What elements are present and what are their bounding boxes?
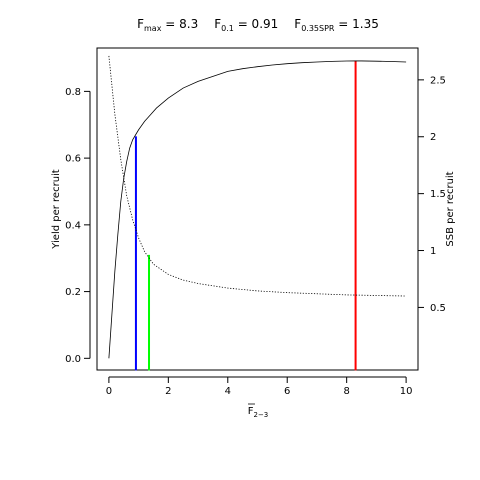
x-axis-label-main: F — [248, 406, 254, 417]
yield-per-recruit-line — [108, 60, 407, 359]
x-axis: 0 2 4 6 8 10 — [106, 376, 413, 397]
y-left-tick-label: 0.2 — [65, 287, 81, 298]
x-tick-label: 4 — [225, 386, 231, 397]
y-right-tick-label: 2.5 — [430, 75, 446, 86]
x-axis-label: F2−3 — [248, 406, 269, 419]
title-fspr-sub: 0.35SPR — [301, 24, 335, 33]
y-axis-left: 0.0 0.2 0.4 0.6 0.8 — [65, 87, 91, 365]
y-left-tick-label: 0.0 — [65, 354, 81, 365]
x-tick-label: 10 — [400, 386, 413, 397]
title-f01-value: = 0.91 — [234, 17, 278, 31]
x-axis-label-sub: 2−3 — [253, 411, 268, 419]
title-fmax-value: = 8.3 — [161, 17, 198, 31]
title-fmax-main: F — [137, 17, 144, 31]
plot-frame — [96, 47, 419, 371]
x-tick-label: 0 — [106, 386, 112, 397]
title-fspr-value: = 1.35 — [334, 17, 378, 31]
title-fmax-sub: max — [144, 24, 162, 33]
y-axis-right-label: SSB per recruit — [445, 171, 456, 246]
chart-title: Fmax = 8.3 F0.1 = 0.91 F0.35SPR = 1.35 — [137, 17, 379, 33]
title-f01-sub: 0.1 — [221, 24, 234, 33]
y-left-tick-label: 0.6 — [65, 154, 81, 165]
x-tick-label: 2 — [165, 386, 171, 397]
title-f01-main: F — [214, 17, 221, 31]
title-fspr-main: F — [294, 17, 301, 31]
y-right-tick-label: 0.5 — [430, 303, 446, 314]
x-tick-label: 6 — [284, 386, 290, 397]
y-left-tick-label: 0.4 — [65, 220, 81, 231]
ssb-per-recruit-line — [108, 55, 407, 297]
y-left-tick-label: 0.8 — [65, 87, 81, 98]
y-right-tick-label: 1 — [430, 246, 436, 257]
y-axis-right: 0.5 1 1.5 2 2.5 — [417, 75, 446, 314]
x-tick-label: 8 — [343, 386, 349, 397]
y-axis-left-label: Yield per recruit — [51, 169, 62, 250]
y-right-tick-label: 1.5 — [430, 189, 446, 200]
series-layer — [108, 55, 407, 359]
y-right-tick-label: 2 — [430, 132, 436, 143]
reference-lines — [134, 60, 357, 371]
